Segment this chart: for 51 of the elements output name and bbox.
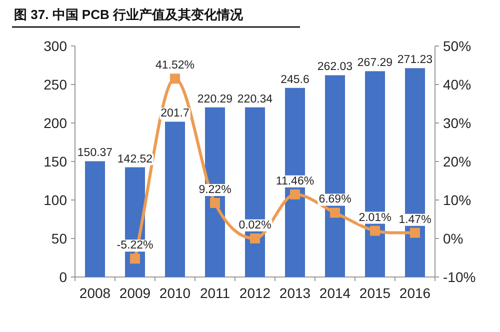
point (410, 228, 420, 238)
data-label: 11.46% (276, 175, 314, 188)
x-tick-label: 2016 (399, 285, 431, 301)
chart-title: 图 37. 中国 PCB 行业产值及其变化情况 (14, 7, 244, 22)
y2-tick-label: 40% (443, 76, 472, 92)
y-tick-label: 0 (59, 269, 68, 285)
y2-tick-label: 50% (443, 38, 472, 54)
x-tick-label: 2013 (279, 285, 311, 301)
y-tick-label: 150 (44, 154, 68, 170)
data-label: 41.52% (155, 60, 195, 72)
x-tick-label: 2008 (79, 285, 111, 301)
data-label: 245.6 (280, 74, 310, 86)
x-tick-label: 2009 (119, 285, 151, 301)
y2-tick-label: 10% (443, 192, 472, 208)
x-tick-label: 2010 (159, 285, 191, 301)
data-label: 2.01% (358, 212, 392, 224)
y2-tick-label: 0% (443, 230, 464, 246)
y-tick-label: 100 (44, 192, 68, 208)
data-label: 201.7 (160, 108, 190, 120)
y2-tick-label: -10% (443, 269, 476, 285)
y2-tick-label: 20% (443, 154, 472, 170)
point (330, 208, 340, 218)
data-label: -5.22% (116, 240, 154, 252)
x-tick-label: 2012 (239, 285, 271, 301)
bar (165, 122, 185, 277)
x-tick-label: 2011 (200, 285, 230, 301)
data-label: 6.69% (318, 194, 352, 206)
y-tick-label: 200 (44, 115, 68, 131)
y-tick-label: 50 (51, 230, 68, 246)
point (250, 233, 260, 244)
y-tick-label: 300 (44, 38, 68, 54)
data-label: 150.37 (77, 147, 113, 160)
data-label: 142.52 (117, 153, 153, 166)
data-label: 9.22% (198, 184, 232, 196)
y-tick-label: 250 (44, 76, 68, 92)
data-label: 262.03 (317, 61, 353, 74)
data-label: 267.29 (357, 57, 393, 70)
x-tick-label: 2015 (359, 285, 391, 301)
data-label: 1.47% (398, 214, 432, 226)
bar (85, 161, 105, 277)
point (370, 226, 380, 236)
point (210, 198, 220, 208)
data-label: 0.02% (238, 219, 272, 232)
data-label: 220.34 (237, 93, 274, 106)
point (290, 189, 300, 200)
point (170, 74, 180, 84)
x-tick-label: 2014 (319, 285, 351, 301)
data-label: 220.29 (197, 93, 233, 106)
y2-tick-label: 30% (443, 115, 472, 131)
point (130, 254, 140, 264)
data-label: 271.23 (397, 54, 433, 66)
